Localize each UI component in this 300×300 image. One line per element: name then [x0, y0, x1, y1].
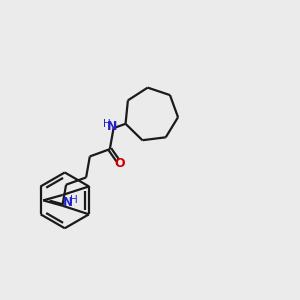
Text: O: O [114, 157, 124, 170]
Text: H: H [70, 195, 78, 205]
Text: H: H [103, 119, 111, 129]
Text: N: N [63, 196, 73, 208]
Text: N: N [107, 120, 117, 133]
